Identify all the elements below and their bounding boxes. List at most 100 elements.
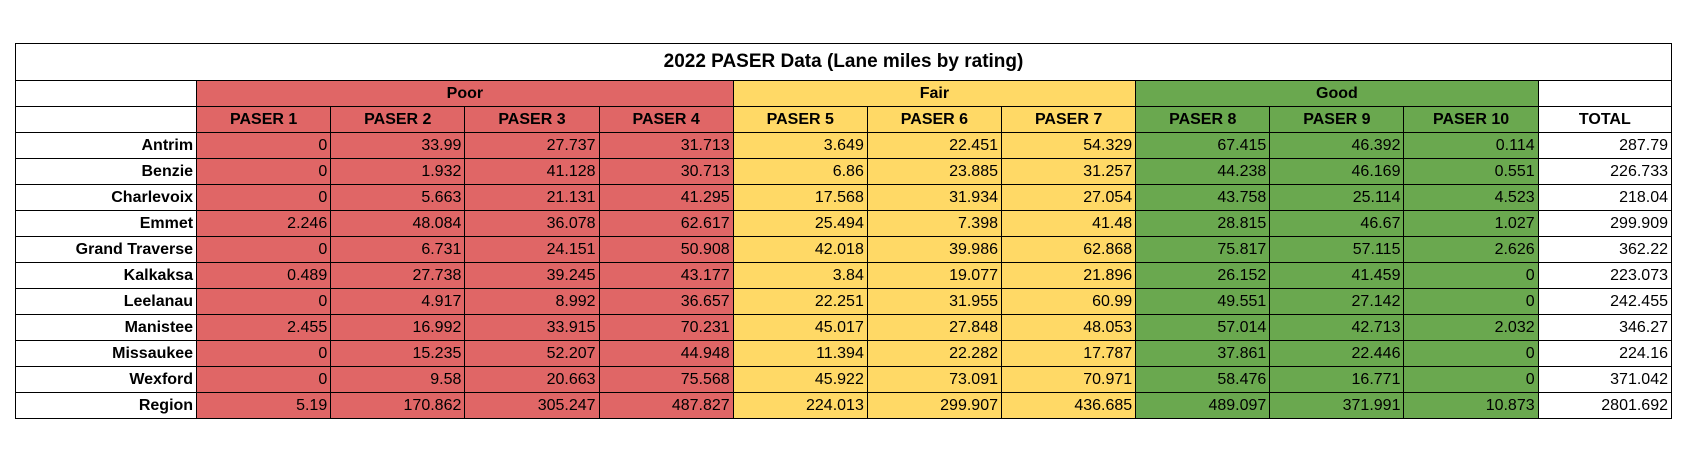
value-cell: 305.247 (464, 392, 600, 419)
value-cell: 70.971 (1000, 366, 1137, 393)
value-cell: 7.398 (866, 210, 1003, 237)
value-cell: 75.817 (1135, 236, 1271, 263)
value-cell: 5.663 (330, 184, 466, 211)
value-cell: 46.67 (1269, 210, 1405, 237)
table-row: Manistee 2.455 16.992 33.915 70.231 45.017 27.… (14, 314, 1673, 341)
value-cell: 23.885 (866, 158, 1003, 185)
value-cell: 3.649 (732, 132, 868, 159)
value-cell: 50.908 (598, 236, 734, 263)
table-row: Missaukee 0 15.235 52.207 44.948 11.394 22.282… (14, 340, 1673, 367)
column-header-total: TOTAL (1537, 106, 1673, 133)
value-cell: 44.238 (1135, 158, 1271, 185)
value-cell: 39.986 (866, 236, 1003, 263)
table-row: Antrim 0 33.99 27.737 31.713 3.649 22.451 54.32… (14, 132, 1673, 159)
value-cell: 48.053 (1000, 314, 1137, 341)
row-label: Grand Traverse (14, 236, 198, 263)
value-cell: 46.169 (1269, 158, 1405, 185)
value-cell: 17.787 (1000, 340, 1137, 367)
value-cell: 17.568 (732, 184, 868, 211)
value-cell: 22.251 (732, 288, 868, 315)
value-cell: 8.992 (464, 288, 600, 315)
total-cell: 226.733 (1537, 158, 1673, 185)
value-cell: 27.142 (1269, 288, 1405, 315)
row-label: Kalkaksa (14, 262, 198, 289)
total-cell: 242.455 (1537, 288, 1673, 315)
value-cell: 224.013 (732, 392, 868, 419)
value-cell: 41.459 (1269, 262, 1405, 289)
title-row: 2022 PASER Data (Lane miles by rating) (15, 43, 1672, 81)
value-cell: 33.915 (464, 314, 600, 341)
value-cell: 27.848 (866, 314, 1003, 341)
value-cell: 27.054 (1000, 184, 1137, 211)
value-cell: 25.494 (732, 210, 868, 237)
paser-data-table: 2022 PASER Data (Lane miles by rating) P… (14, 43, 1673, 419)
value-cell: 31.955 (866, 288, 1003, 315)
column-header-paser-3: PASER 3 (464, 106, 600, 133)
total-cell: 299.909 (1537, 210, 1673, 237)
value-cell: 0 (196, 158, 332, 185)
value-cell: 22.451 (866, 132, 1003, 159)
row-label: Leelanau (14, 288, 198, 315)
value-cell: 22.446 (1269, 340, 1405, 367)
value-cell: 45.017 (732, 314, 868, 341)
table-row: Leelanau 0 4.917 8.992 36.657 22.251 31.955 60.… (14, 288, 1673, 315)
value-cell: 2.032 (1403, 314, 1539, 341)
value-cell: 44.948 (598, 340, 734, 367)
value-cell: 31.713 (598, 132, 734, 159)
group-header-blank (14, 80, 198, 107)
value-cell: 41.295 (598, 184, 734, 211)
column-header-paser-10: PASER 10 (1403, 106, 1539, 133)
column-header-paser-2: PASER 2 (330, 106, 466, 133)
column-header-paser-5: PASER 5 (732, 106, 868, 133)
value-cell: 22.282 (866, 340, 1003, 367)
column-header-paser-4: PASER 4 (598, 106, 734, 133)
row-label: Missaukee (14, 340, 198, 367)
value-cell: 4.523 (1403, 184, 1539, 211)
value-cell: 2.626 (1403, 236, 1539, 263)
column-header-paser-1: PASER 1 (196, 106, 332, 133)
value-cell: 42.018 (732, 236, 868, 263)
value-cell: 26.152 (1135, 262, 1271, 289)
value-cell: 4.917 (330, 288, 466, 315)
row-label: Antrim (14, 132, 198, 159)
value-cell: 0 (1403, 366, 1539, 393)
value-cell: 21.896 (1000, 262, 1137, 289)
value-cell: 0.489 (196, 262, 332, 289)
value-cell: 0 (1403, 262, 1539, 289)
value-cell: 73.091 (866, 366, 1003, 393)
value-cell: 62.868 (1000, 236, 1137, 263)
value-cell: 36.657 (598, 288, 734, 315)
total-cell: 218.04 (1537, 184, 1673, 211)
value-cell: 0 (196, 184, 332, 211)
value-cell: 436.685 (1000, 392, 1137, 419)
value-cell: 28.815 (1135, 210, 1271, 237)
value-cell: 57.115 (1269, 236, 1405, 263)
column-header-blank (14, 106, 198, 133)
value-cell: 170.862 (330, 392, 466, 419)
value-cell: 9.58 (330, 366, 466, 393)
value-cell: 0.114 (1403, 132, 1539, 159)
value-cell: 46.392 (1269, 132, 1405, 159)
value-cell: 75.568 (598, 366, 734, 393)
value-cell: 60.99 (1000, 288, 1137, 315)
total-cell: 362.22 (1537, 236, 1673, 263)
value-cell: 24.151 (464, 236, 600, 263)
column-header-row: PASER 1 PASER 2 PASER 3 PASER 4 PASER 5 PASER… (14, 106, 1673, 133)
value-cell: 487.827 (598, 392, 734, 419)
value-cell: 3.84 (732, 262, 868, 289)
table-row: Emmet 2.246 48.084 36.078 62.617 25.494 7.398 4… (14, 210, 1673, 237)
value-cell: 5.19 (196, 392, 332, 419)
value-cell: 489.097 (1135, 392, 1271, 419)
table-row: Grand Traverse 0 6.731 24.151 50.908 42.018 39… (14, 236, 1673, 263)
value-cell: 10.873 (1403, 392, 1539, 419)
value-cell: 371.991 (1269, 392, 1405, 419)
value-cell: 37.861 (1135, 340, 1271, 367)
value-cell: 49.551 (1135, 288, 1271, 315)
row-label: Manistee (14, 314, 198, 341)
value-cell: 54.329 (1000, 132, 1137, 159)
value-cell: 33.99 (330, 132, 466, 159)
value-cell: 0 (196, 366, 332, 393)
row-label: Region (14, 392, 198, 419)
table-row: Benzie 0 1.932 41.128 30.713 6.86 23.885 31.257… (14, 158, 1673, 185)
total-cell: 224.16 (1537, 340, 1673, 367)
